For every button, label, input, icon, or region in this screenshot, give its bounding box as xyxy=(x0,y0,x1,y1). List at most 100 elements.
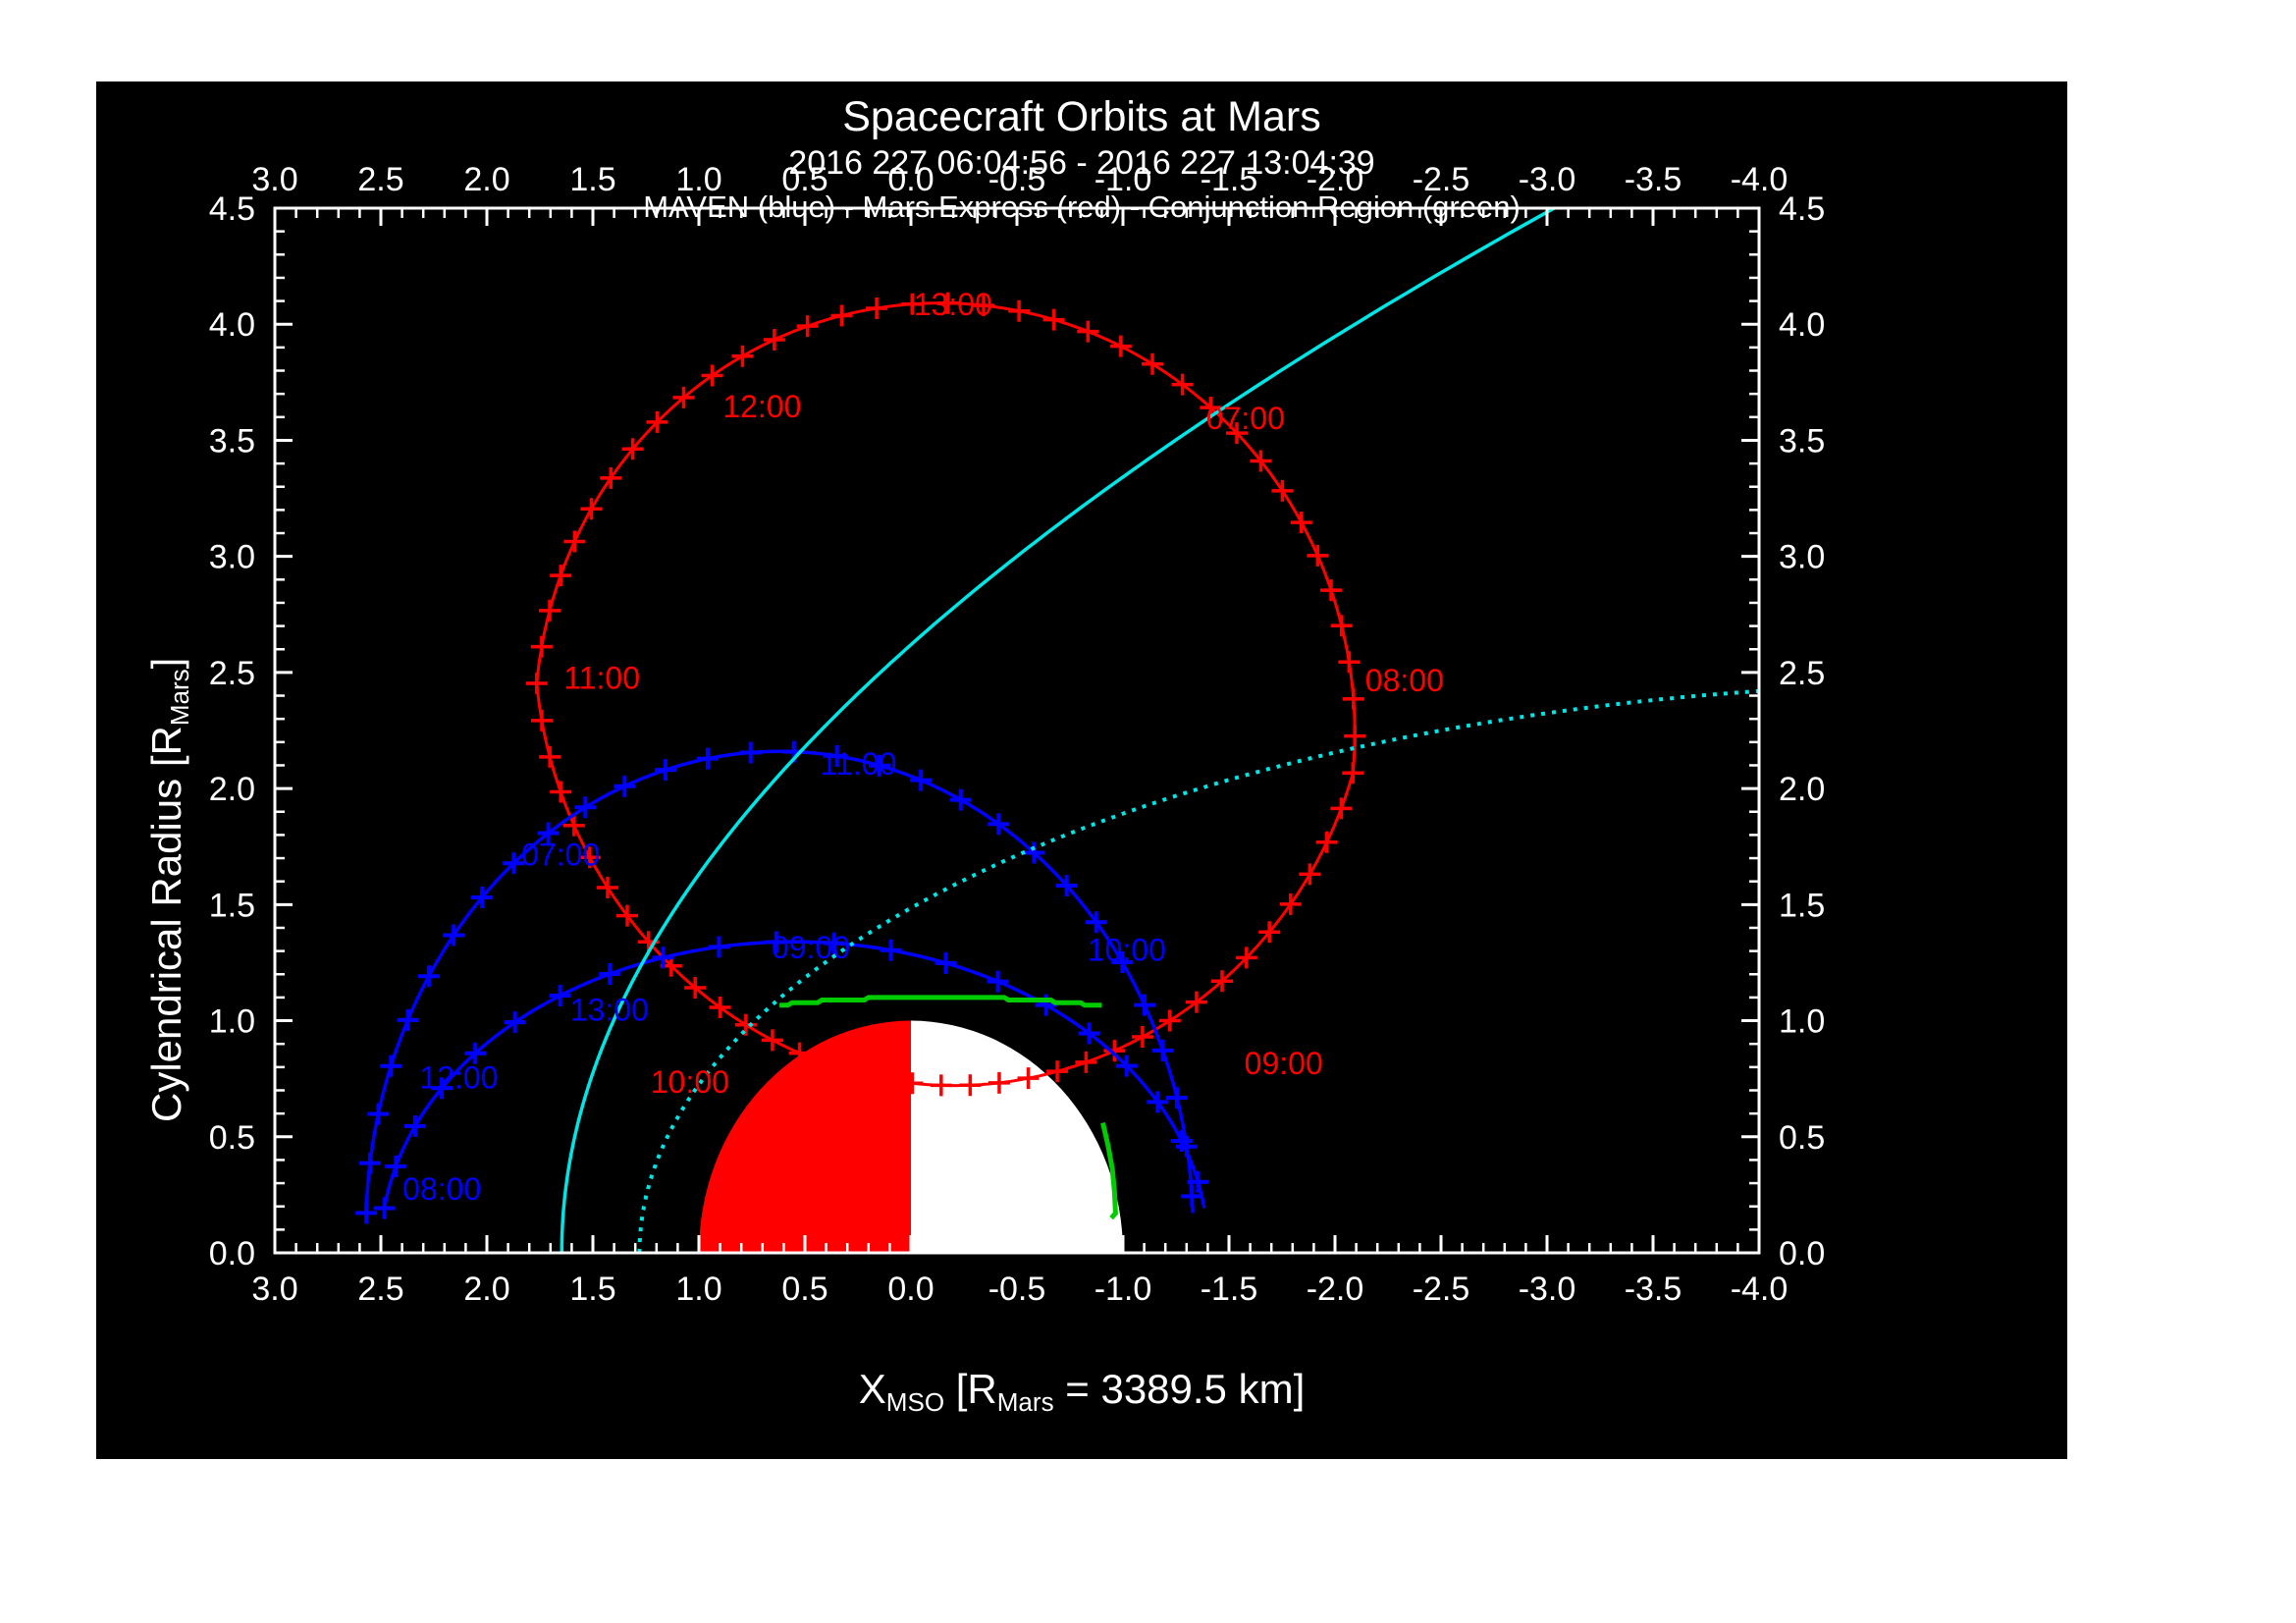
y-tick-label-right: 0.5 xyxy=(1779,1119,1825,1157)
maven-time-tick xyxy=(1170,1129,1193,1152)
plot-content: 3.0 3.0 2.5 2.5 2.0 2.0 1.5 1.5 1.0 1.0 0.5 0.5 0.0 0… xyxy=(209,161,1826,1308)
plot-figure: Spacecraft Orbits at Mars 2016 227 06:04… xyxy=(96,81,2067,1459)
y-tick-label-left: 4.0 xyxy=(209,306,255,344)
mars-express-hour-label: 10:00 xyxy=(651,1064,729,1100)
x-tick-label-top: -4.0 xyxy=(1731,161,1789,198)
y-tick-label-right: 2.0 xyxy=(1779,771,1825,808)
y-tick-label-left: 3.5 xyxy=(209,422,255,460)
mars-express-hour-label: 13:00 xyxy=(914,287,992,322)
mars-express-time-tick xyxy=(1131,1026,1153,1049)
mars-express-time-tick xyxy=(901,1072,924,1095)
maven-time-tick xyxy=(880,939,902,961)
maven-time-tick xyxy=(471,887,494,909)
maven-time-tick xyxy=(417,965,440,988)
mars-express-time-tick xyxy=(621,438,644,460)
maven-time-tick xyxy=(549,985,571,1007)
x-tick-label-top: 0.5 xyxy=(781,161,828,198)
mars-express-time-tick xyxy=(731,345,754,367)
maven-time-tick xyxy=(1055,874,1078,896)
x-tick-label-bottom: -1.0 xyxy=(1095,1271,1152,1308)
mars-express-time-tick xyxy=(936,292,959,314)
mars-express-time-tick xyxy=(1258,921,1281,944)
maven-time-tick xyxy=(934,951,957,974)
mars-express-time-tick xyxy=(866,297,888,319)
mars-express-time-tick xyxy=(1077,320,1099,343)
maven-time-tick xyxy=(1023,841,1045,864)
x-tick-label-top: -2.0 xyxy=(1307,161,1364,198)
x-tick-label-bottom: -4.0 xyxy=(1731,1271,1789,1308)
maven-time-tick xyxy=(385,1155,407,1177)
x-tick-label-top: 2.0 xyxy=(463,161,509,198)
maven-time-tick xyxy=(654,759,676,782)
x-tick-label-top: 2.5 xyxy=(357,161,403,198)
mars-express-hour-label: 11:00 xyxy=(563,661,640,696)
mars-express-hour-label: 08:00 xyxy=(1365,663,1444,698)
y-tick-label-right: 3.5 xyxy=(1779,422,1825,460)
x-tick-label-bottom: 1.0 xyxy=(675,1271,721,1308)
x-tick-label-bottom: 2.0 xyxy=(463,1271,509,1308)
x-tick-label-bottom: -2.5 xyxy=(1413,1271,1470,1308)
maven-time-tick xyxy=(1133,994,1155,1016)
mars-express-time-tick xyxy=(830,304,853,327)
maven-time-tick xyxy=(1187,1170,1209,1193)
mars-express-time-tick xyxy=(1109,335,1132,357)
maven-time-tick xyxy=(373,1197,396,1219)
y-tick-label-right: 1.5 xyxy=(1779,887,1825,924)
mars-express-time-tick xyxy=(761,1029,783,1052)
maven-time-tick xyxy=(988,813,1010,836)
x-tick-label-bottom: -0.5 xyxy=(988,1271,1046,1308)
mars-express-time-tick xyxy=(1250,450,1272,472)
mars-express-time-tick xyxy=(1185,991,1207,1013)
x-tick-label-bottom: -1.5 xyxy=(1201,1271,1258,1308)
time-range-subtitle: 2016 227 06:04:56 - 2016 227 13:04:39 xyxy=(788,144,1375,182)
bow-shock-curve xyxy=(560,208,1558,1253)
maven-hour-label: 13:00 xyxy=(570,993,649,1028)
mars-express-time-tick xyxy=(1342,687,1364,710)
maven-hour-label: 10:00 xyxy=(1088,932,1166,967)
mars-express-time-tick xyxy=(525,672,548,694)
mars-express-hour-label: 07:00 xyxy=(1206,401,1285,436)
mars-express-time-tick xyxy=(1344,725,1366,747)
mars-express-time-tick xyxy=(709,997,731,1019)
maven-hour-label: 07:00 xyxy=(521,837,600,872)
maven-time-tick xyxy=(1147,1091,1169,1113)
mars-express-time-tick xyxy=(1046,1060,1069,1083)
maven-time-tick xyxy=(397,1008,419,1031)
mars-express-time-tick xyxy=(1307,544,1329,567)
x-tick-label-top: -1.0 xyxy=(1095,161,1152,198)
maven-time-tick xyxy=(739,741,762,764)
x-tick-label-bottom: 0.0 xyxy=(887,1271,934,1308)
maven-time-tick xyxy=(599,962,621,985)
maven-time-tick xyxy=(574,796,597,819)
maven-time-tick xyxy=(503,852,525,875)
mars-express-time-tick xyxy=(538,599,561,622)
mars-express-time-tick xyxy=(684,976,707,999)
mars-express-time-tick xyxy=(1171,373,1194,396)
maven-time-tick xyxy=(826,745,848,768)
mars-express-time-tick xyxy=(816,1053,838,1075)
mars-express-time-tick xyxy=(930,1074,952,1097)
page-title: Spacecraft Orbits at Mars xyxy=(842,93,1321,140)
maven-time-tick xyxy=(949,788,972,811)
mars-nightside-hemisphere xyxy=(911,1020,1123,1253)
x-tick-label-top: 0.0 xyxy=(887,161,934,198)
mars-express-time-tick xyxy=(550,565,572,587)
mars-express-time-tick xyxy=(646,410,668,433)
x-tick-label-top: 3.0 xyxy=(251,161,297,198)
maven-time-tick xyxy=(910,769,933,791)
y-tick-label-left: 2.5 xyxy=(209,655,255,692)
maven-time-tick xyxy=(652,947,674,969)
mars-express-time-tick xyxy=(1271,479,1294,502)
mars-express-time-tick xyxy=(1338,651,1361,674)
mars-express-time-tick xyxy=(1226,422,1249,445)
maven-time-tick xyxy=(431,1077,454,1100)
mars-express-hour-label: 12:00 xyxy=(722,389,801,424)
mars-express-time-tick xyxy=(596,876,618,898)
maven-time-tick xyxy=(367,1103,390,1125)
maven-time-tick xyxy=(1085,911,1107,934)
mars-express-time-tick xyxy=(1158,1009,1181,1032)
mars-express-time-tick xyxy=(1103,1040,1126,1062)
y-tick-label-left: 2.0 xyxy=(209,771,255,808)
x-tick-label-top: -3.0 xyxy=(1519,161,1576,198)
